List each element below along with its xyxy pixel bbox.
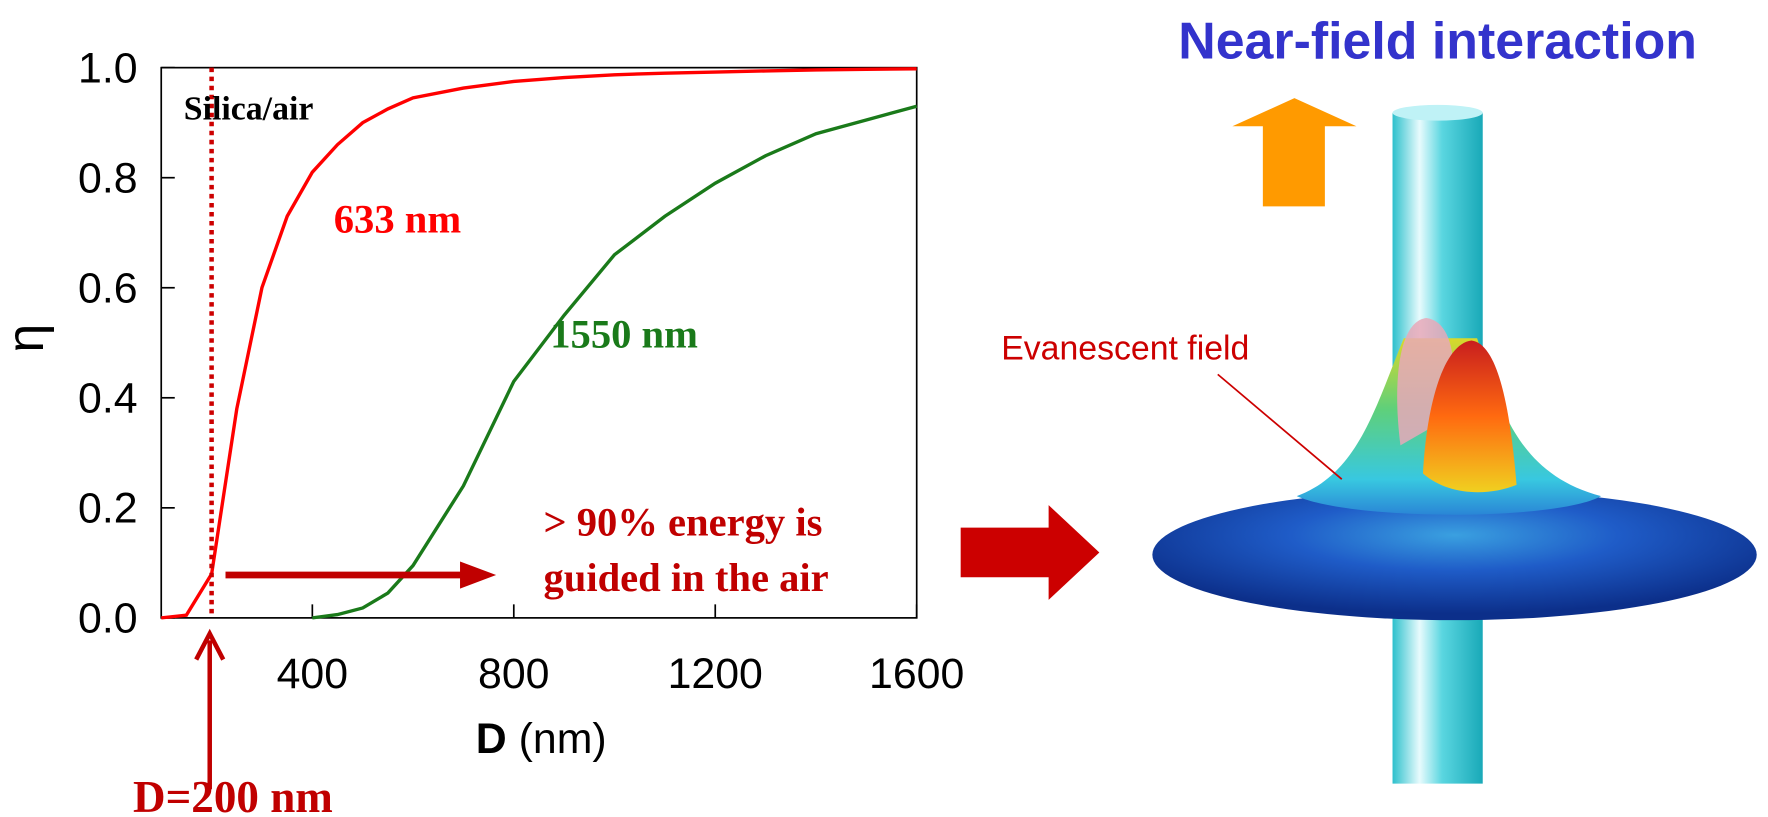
- arrows: [194, 98, 1357, 790]
- x-tick-label: 400: [277, 650, 348, 698]
- arrow-head: [460, 561, 497, 589]
- field-peak: [1422, 340, 1517, 493]
- series-label: 633 nm: [334, 196, 462, 241]
- y-tick-label: 0.4: [78, 374, 138, 422]
- y-axis-label: η: [0, 324, 54, 353]
- series-line: [161, 67, 917, 620]
- x-tick-label: 1200: [668, 650, 763, 698]
- fiber-illustration: [1152, 104, 1757, 784]
- x-axis-label-unit: (nm): [519, 715, 607, 763]
- x-tick-label: 800: [478, 650, 549, 698]
- plot: 0.0 0.2 0.4 0.6 0.8 1.0 400 800 1200 1600: [78, 44, 964, 697]
- block-arrow: [960, 505, 1100, 600]
- x-tick-label: 1600: [869, 650, 964, 698]
- series-label: 1550 nm: [550, 311, 698, 356]
- y-tick-label: 0.6: [78, 264, 138, 312]
- medium-label: Silica/air: [184, 91, 314, 128]
- series-line: [312, 104, 918, 620]
- y-tick-label: 0.8: [78, 154, 138, 202]
- diameter-note: D=200 nm: [133, 772, 333, 817]
- y-tick-label: 1.0: [78, 44, 138, 92]
- fiber-end: [1392, 104, 1483, 121]
- plot-frame: [160, 66, 918, 619]
- title: Near-field interaction: [1178, 12, 1697, 70]
- field-disk: [1152, 489, 1757, 621]
- up-arrow: [1232, 98, 1357, 207]
- y-tick-label: 0.0: [78, 595, 138, 643]
- y-tick-label: 0.2: [78, 484, 138, 532]
- field-label: Evanescent field: [1001, 330, 1249, 368]
- x-axis-label-var: D: [476, 715, 507, 763]
- energy-note: > 90% energy is: [543, 500, 822, 545]
- leader-line: [1217, 373, 1343, 480]
- energy-note: guided in the air: [543, 555, 828, 600]
- arrow-head: [194, 628, 226, 661]
- x-axis-label: D (nm): [476, 715, 607, 763]
